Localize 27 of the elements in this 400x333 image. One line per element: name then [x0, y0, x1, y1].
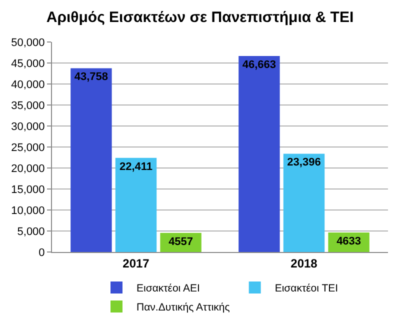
x-tick-label: 2018: [290, 256, 318, 270]
bar: [283, 154, 325, 252]
y-tick-label: 50,000: [11, 36, 45, 49]
y-tick-label: 15,000: [11, 184, 45, 196]
legend-label: Εισακτέοι ΑΕΙ: [136, 282, 200, 295]
data-label: 22,411: [119, 160, 153, 173]
y-tick-label: 45,000: [11, 58, 45, 70]
y-tick-label: 0: [38, 246, 45, 259]
legend-label: Παν.Δυτικής Αττικής: [136, 302, 230, 314]
chart-title: Αριθμός Εισακτέων σε Πανεπιστήμια & ΤΕΙ: [46, 9, 354, 26]
data-label: 4557: [168, 236, 194, 248]
data-label: 46,663: [242, 59, 276, 72]
data-label: 43,758: [74, 71, 108, 84]
bar: [238, 56, 280, 252]
y-tick-label: 40,000: [11, 78, 45, 91]
y-tick-label: 35,000: [11, 100, 45, 112]
legend-label: Εισακτέοι ΤΕΙ: [274, 282, 338, 295]
y-tick-label: 25,000: [11, 142, 45, 154]
data-label: 23,396: [287, 156, 321, 169]
bar: [115, 158, 157, 252]
y-tick-label: 30,000: [11, 120, 45, 133]
bar: [70, 68, 112, 252]
y-tick-label: 10,000: [11, 204, 45, 217]
y-tick-label: 5,000: [17, 226, 45, 238]
x-tick-label: 2017: [122, 256, 150, 270]
y-tick-label: 20,000: [11, 162, 45, 175]
data-label: 4633: [336, 236, 362, 248]
